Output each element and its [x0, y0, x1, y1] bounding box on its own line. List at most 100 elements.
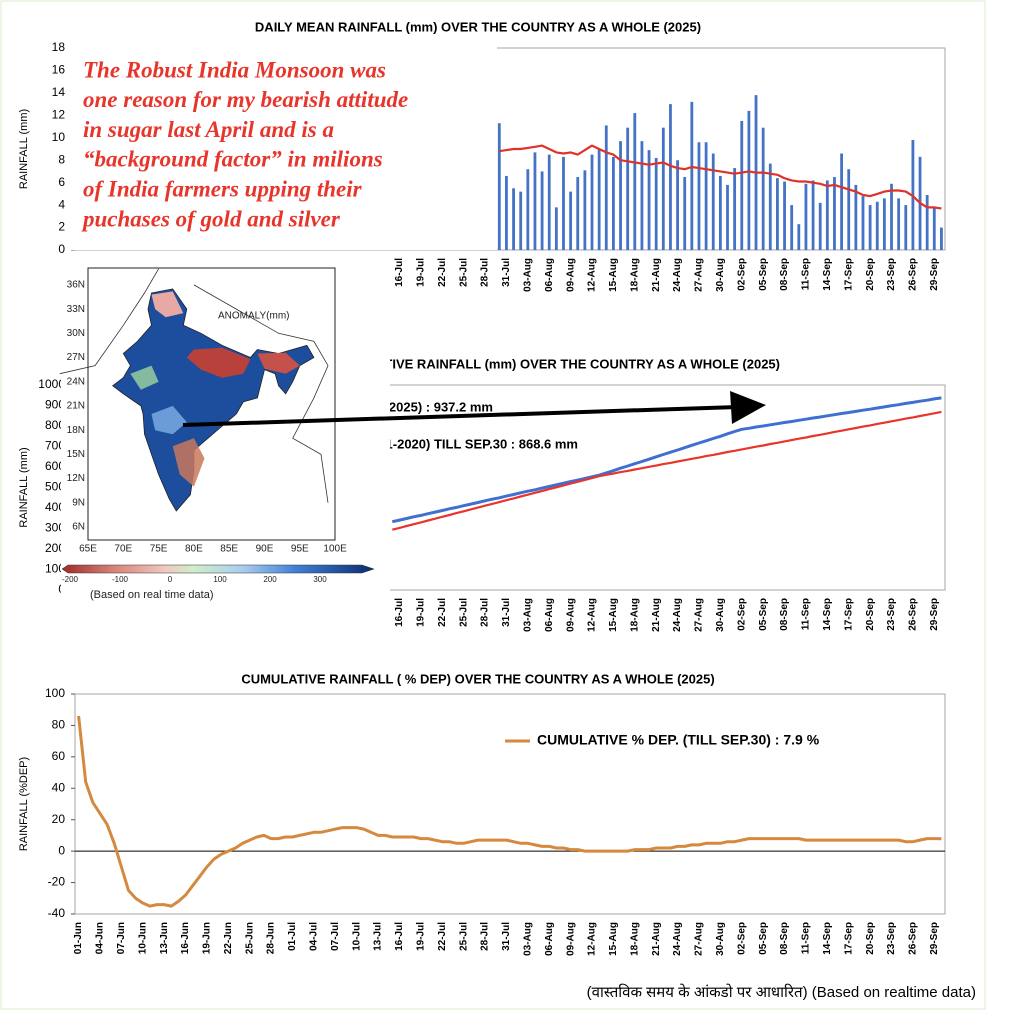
x-tick-label: 23-Sep: [886, 922, 897, 955]
arrow-head: [730, 391, 766, 424]
map-lon-label: 70E: [114, 544, 132, 555]
y-tick-label: 10: [52, 130, 66, 144]
bar: [554, 207, 558, 250]
x-tick-label: 17-Sep: [843, 922, 854, 955]
overlay-text: of India farmers upping their: [83, 176, 363, 201]
bar: [861, 196, 865, 250]
x-tick-label: 16-Jul: [394, 598, 405, 627]
bar: [661, 127, 665, 250]
map-lat-label: 15N: [67, 449, 85, 460]
x-tick-label: 12-Aug: [587, 598, 598, 632]
x-tick-label: 02-Sep: [736, 258, 747, 291]
bar: [533, 152, 537, 250]
x-tick-label: 16-Jul: [394, 922, 405, 951]
x-tick-label: 28-Jun: [266, 922, 277, 954]
map-border: [59, 268, 159, 375]
overlay-text: in sugar last April and is a: [83, 117, 334, 142]
bar: [932, 207, 936, 250]
x-tick-label: 23-Sep: [886, 598, 897, 631]
x-tick-label: 19-Jul: [416, 598, 427, 627]
x-tick-label: 31-Jul: [501, 922, 512, 951]
bar: [882, 198, 886, 250]
bar: [818, 202, 822, 250]
x-tick-label: 27-Aug: [694, 598, 705, 632]
y-axis-title: RAINFALL (mm): [18, 109, 30, 189]
x-tick-label: 19-Jul: [416, 922, 427, 951]
map-lon-label: 90E: [256, 544, 274, 555]
bar: [512, 188, 515, 250]
x-tick-label: 28-Jul: [480, 258, 491, 287]
x-tick-label: 25-Jul: [458, 258, 469, 287]
overlay-text: puchases of gold and silver: [81, 206, 341, 231]
x-tick-label: 19-Jun: [202, 922, 213, 954]
bar: [733, 168, 737, 250]
map-lon-label: 65E: [79, 544, 97, 555]
x-tick-label: 21-Aug: [651, 598, 662, 632]
bar: [790, 205, 794, 250]
x-tick-label: 18-Aug: [629, 258, 640, 292]
x-tick-label: 18-Aug: [629, 598, 640, 632]
x-tick-label: 09-Aug: [565, 598, 576, 632]
bar: [547, 154, 551, 250]
x-tick-label: 02-Sep: [736, 922, 747, 955]
bar: [904, 205, 908, 250]
x-tick-label: 08-Sep: [779, 258, 790, 291]
y-tick-label: 8: [58, 152, 65, 166]
x-tick-label: 11-Sep: [801, 258, 812, 290]
map-lon-label: 80E: [185, 544, 203, 555]
x-tick-label: 01-Jun: [73, 922, 84, 954]
map-lat-label: 9N: [72, 497, 85, 508]
bar: [776, 178, 779, 250]
x-tick-label: 20-Sep: [865, 598, 876, 631]
bar: [619, 141, 622, 250]
bar: [804, 183, 808, 250]
y-tick-label: 4: [58, 197, 65, 211]
bar: [647, 150, 651, 250]
bar: [840, 153, 843, 250]
bar: [562, 156, 565, 250]
x-tick-label: 24-Aug: [672, 258, 683, 292]
map-patch: [130, 365, 159, 390]
y-axis-title: RAINFALL (%DEP): [18, 757, 30, 851]
bar: [633, 113, 637, 250]
bar: [940, 227, 943, 250]
map-lat-label: 36N: [67, 280, 85, 291]
bar: [612, 156, 615, 250]
bar: [726, 184, 729, 250]
colorbar-label: 300: [313, 575, 327, 584]
map-lat-label: 24N: [67, 376, 85, 387]
bar: [718, 175, 722, 250]
x-tick-label: 08-Sep: [779, 598, 790, 631]
x-tick-label: 31-Jul: [501, 598, 512, 627]
bar: [811, 180, 815, 250]
x-tick-label: 12-Aug: [587, 258, 598, 292]
y-tick-label: 60: [52, 749, 66, 763]
x-tick-label: 24-Aug: [672, 598, 683, 632]
bar: [526, 169, 530, 250]
bar: [854, 184, 858, 250]
x-tick-label: 18-Aug: [629, 922, 640, 956]
x-tick-label: 30-Aug: [715, 258, 726, 292]
x-tick-label: 12-Aug: [587, 922, 598, 956]
x-tick-label: 15-Aug: [608, 598, 619, 632]
bar: [747, 110, 751, 250]
colorbar-label: 100: [213, 575, 227, 584]
bar: [847, 169, 851, 250]
overlay-box: [70, 45, 497, 250]
x-tick-label: 14-Sep: [822, 922, 833, 955]
x-tick-label: 15-Aug: [608, 258, 619, 292]
bar: [540, 171, 544, 250]
bar: [676, 160, 679, 250]
x-tick-label: 03-Aug: [522, 922, 533, 956]
x-tick-label: 22-Jul: [437, 922, 448, 951]
y-tick-label: 20: [52, 812, 66, 826]
map-lon-label: 95E: [291, 544, 309, 555]
map-patch: [151, 291, 184, 318]
map-lat-label: 12N: [67, 473, 85, 484]
x-tick-label: 01-Jul: [287, 922, 298, 951]
y-tick-label: 0: [58, 242, 65, 256]
x-tick-label: 30-Aug: [715, 922, 726, 956]
x-tick-label: 25-Jul: [458, 598, 469, 627]
x-tick-label: 16-Jun: [180, 922, 191, 954]
